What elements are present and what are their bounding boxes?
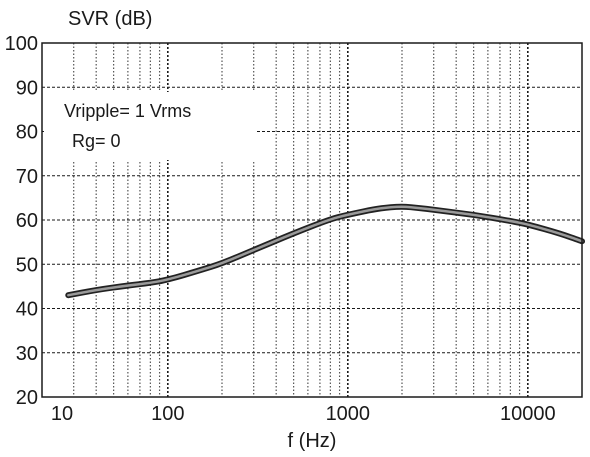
series-line <box>67 205 584 297</box>
y-tick-label: 50 <box>16 254 38 276</box>
series-layer <box>65 203 586 299</box>
y-tick-label: 60 <box>16 210 38 232</box>
y-tick-label: 80 <box>16 122 38 144</box>
x-tick-label: 100 <box>151 403 184 425</box>
x-tick-label: 1000 <box>326 403 371 425</box>
annotation-box: Vripple= 1 Vrms Rg= 0 <box>44 92 256 160</box>
y-tick-label: 70 <box>16 166 38 188</box>
y-tick-label: 20 <box>16 387 38 409</box>
plot-frame <box>41 42 583 398</box>
y-tick-label: 100 <box>5 33 38 55</box>
y-axis-tick-labels: 100 90 80 70 60 50 40 30 20 <box>5 33 38 409</box>
annotation-background <box>44 92 256 160</box>
y-tick-label: 90 <box>16 77 38 99</box>
annotation-rg: Rg= 0 <box>72 131 121 151</box>
x-tick-label: 10000 <box>500 403 556 425</box>
y-tick-label: 30 <box>16 343 38 365</box>
x-axis-title: f (Hz) <box>288 430 337 452</box>
x-tick-label: 10 <box>51 403 73 425</box>
annotation-vripple: Vripple= 1 Vrms <box>64 101 191 121</box>
y-tick-label: 40 <box>16 299 38 321</box>
y-axis-title: SVR (dB) <box>68 8 152 30</box>
x-axis-tick-labels: 10 100 1000 10000 <box>51 403 556 425</box>
